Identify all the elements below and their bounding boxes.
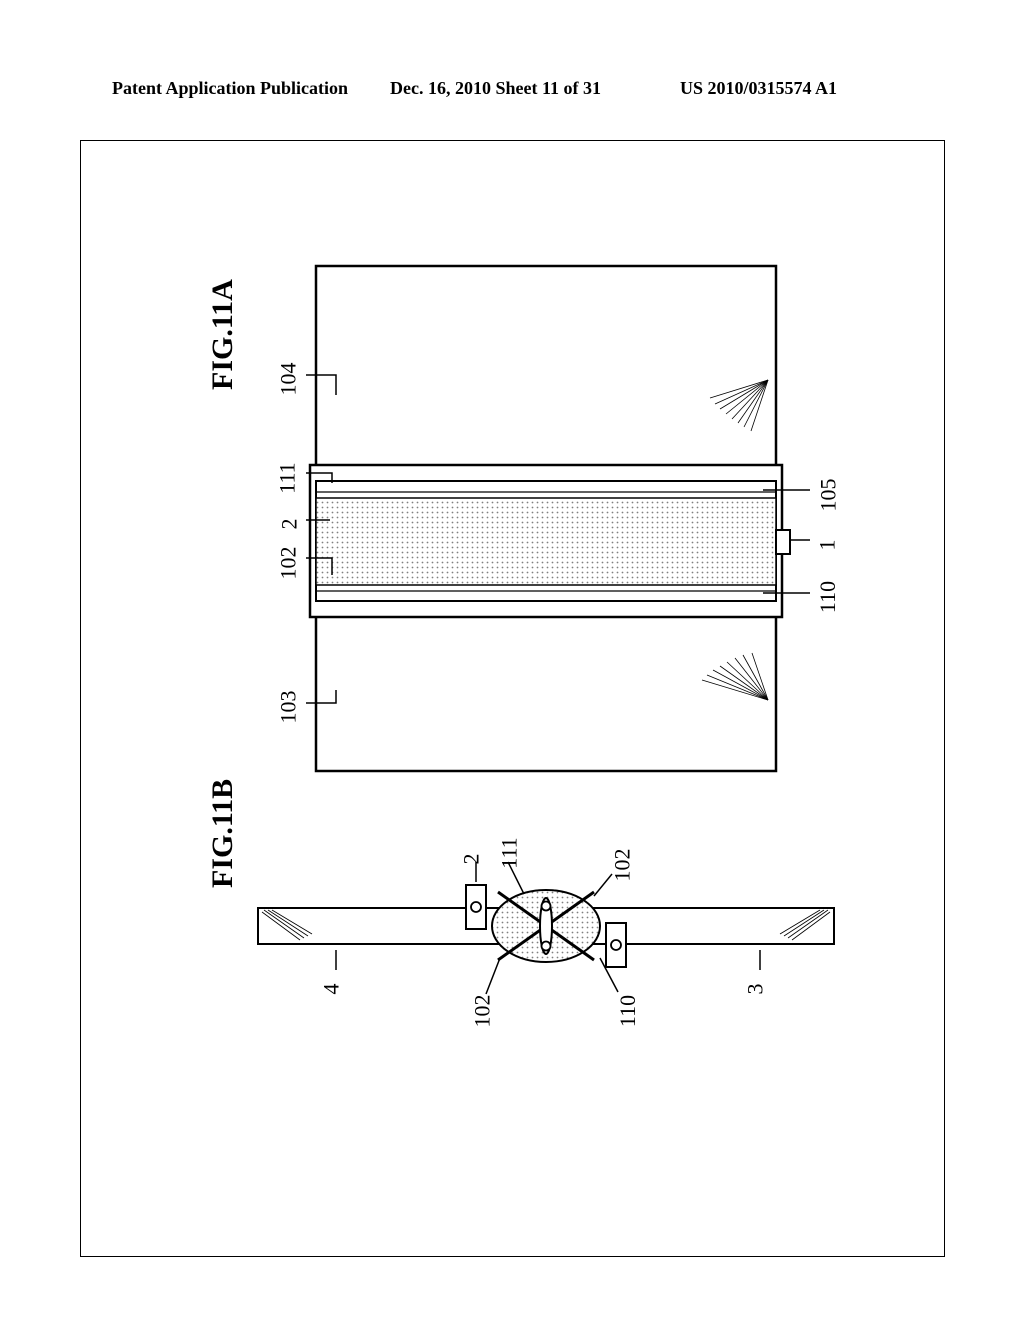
- ref-104: 104: [276, 363, 302, 396]
- ref-1: 1: [815, 540, 841, 551]
- hdr-pub: Patent Application Publication: [112, 78, 348, 99]
- ref-3: 3: [743, 984, 769, 995]
- ref-105: 105: [816, 479, 842, 512]
- ref-2a: 2: [277, 519, 303, 530]
- ref-4: 4: [319, 984, 345, 995]
- hdr-date: Dec. 16, 2010 Sheet 11 of 31: [390, 78, 601, 99]
- ref-111a: 111: [275, 462, 301, 493]
- ref-111b: 111: [497, 837, 523, 868]
- hdr-docnum: US 2010/0315574 A1: [680, 78, 837, 99]
- ref-102mid: 102: [470, 995, 496, 1028]
- ref-102top: 102: [610, 849, 636, 882]
- ref-2b: 2: [459, 854, 485, 865]
- ref-110b: 110: [615, 995, 641, 1027]
- ref-103: 103: [276, 691, 302, 724]
- ref-110a: 110: [815, 581, 841, 613]
- fig-b-label: FIG.11B: [206, 779, 240, 888]
- fig-a-label: FIG.11A: [206, 279, 240, 390]
- ref-102a: 102: [276, 547, 302, 580]
